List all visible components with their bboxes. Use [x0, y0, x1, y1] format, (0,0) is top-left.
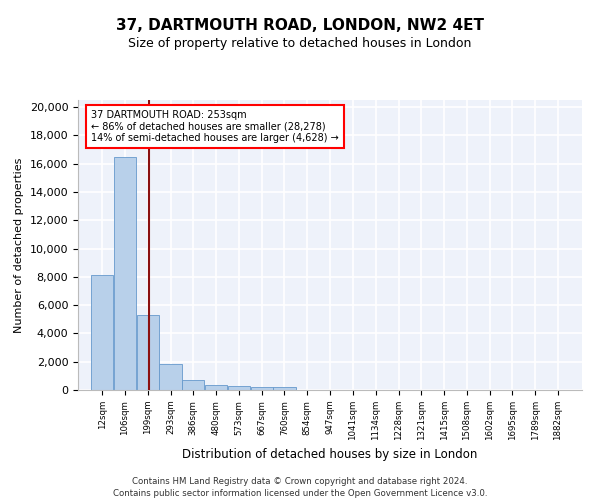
Bar	[228, 386, 250, 390]
Bar	[182, 380, 205, 390]
X-axis label: Distribution of detached houses by size in London: Distribution of detached houses by size …	[182, 448, 478, 462]
Y-axis label: Number of detached properties: Number of detached properties	[14, 158, 24, 332]
Bar	[273, 388, 296, 390]
Text: 37 DARTMOUTH ROAD: 253sqm
← 86% of detached houses are smaller (28,278)
14% of s: 37 DARTMOUTH ROAD: 253sqm ← 86% of detac…	[91, 110, 339, 143]
Bar	[137, 315, 159, 390]
Text: 37, DARTMOUTH ROAD, LONDON, NW2 4ET: 37, DARTMOUTH ROAD, LONDON, NW2 4ET	[116, 18, 484, 32]
Bar	[114, 156, 136, 390]
Bar	[91, 276, 113, 390]
Bar	[160, 364, 182, 390]
Text: Contains HM Land Registry data © Crown copyright and database right 2024.: Contains HM Land Registry data © Crown c…	[132, 478, 468, 486]
Bar	[251, 387, 273, 390]
Bar	[205, 385, 227, 390]
Text: Contains public sector information licensed under the Open Government Licence v3: Contains public sector information licen…	[113, 489, 487, 498]
Text: Size of property relative to detached houses in London: Size of property relative to detached ho…	[128, 38, 472, 51]
